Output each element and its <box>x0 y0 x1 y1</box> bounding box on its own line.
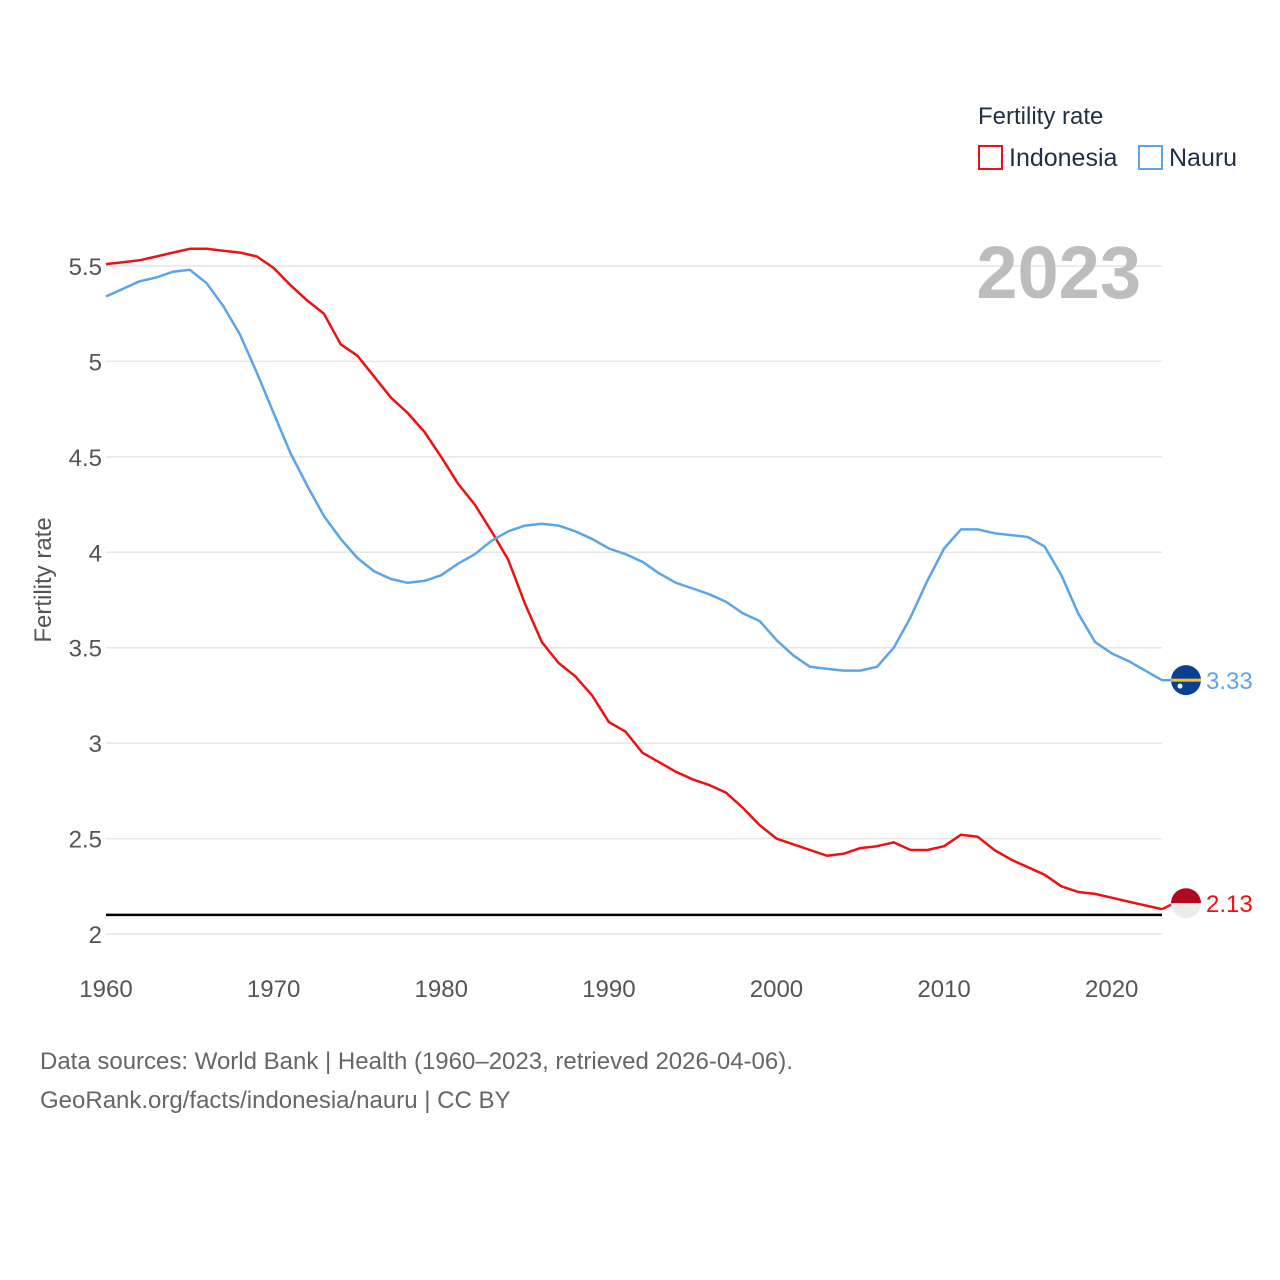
y-tick-label: 5.5 <box>69 254 102 281</box>
series-line-nauru[interactable] <box>105 268 1163 682</box>
y-tick-label: 3 <box>89 731 102 758</box>
end-value-label-nauru: 3.33 <box>1206 668 1253 695</box>
x-tick-label: 2010 <box>917 976 970 1003</box>
x-tick-label: 1990 <box>582 976 635 1003</box>
y-tick-label: 3.5 <box>69 636 102 663</box>
y-tick-label: 5 <box>89 349 102 376</box>
end-markers: 2.13 3.33 <box>1161 665 1253 919</box>
x-tick-label: 1970 <box>247 976 300 1003</box>
legend-label-indonesia[interactable]: Indonesia <box>1009 144 1118 172</box>
source-link[interactable]: GeoRank.org/facts/indonesia/nauru | CC B… <box>40 1087 511 1114</box>
y-tick-label: 2 <box>89 922 102 949</box>
x-tick-label: 1980 <box>415 976 468 1003</box>
x-tick-label: 2020 <box>1085 976 1138 1003</box>
y-tick-label: 4.5 <box>69 445 102 472</box>
x-tick-label: 2000 <box>750 976 803 1003</box>
line-chart: 2 2.5 3 3.5 4 4.5 5 5.5 1960 1970 1980 1990 2000 201… <box>30 103 1253 1003</box>
legend-title: Fertility rate <box>978 103 1103 130</box>
data-source-note: Data sources: World Bank | Health (1960–… <box>40 1048 793 1075</box>
grid-lines <box>106 265 1162 935</box>
legend-swatch-nauru[interactable] <box>1138 145 1163 170</box>
end-value-label-indonesia: 2.13 <box>1206 891 1253 918</box>
legend-swatch-indonesia[interactable] <box>978 145 1003 170</box>
legend-label-nauru[interactable]: Nauru <box>1169 144 1237 172</box>
y-axis-title: Fertility rate <box>30 517 57 642</box>
nauru-flag-icon <box>1171 665 1201 696</box>
legend: Fertility rate Indonesia Nauru <box>978 103 1237 172</box>
y-tick-label: 2.5 <box>69 827 102 854</box>
x-axis-ticks: 1960 1970 1980 1990 2000 2010 2020 <box>79 976 1138 1003</box>
footer: Data sources: World Bank | Health (1960–… <box>40 1042 793 1120</box>
y-tick-label: 4 <box>89 540 102 567</box>
series-line-indonesia[interactable] <box>105 247 1163 911</box>
year-label: 2023 <box>976 231 1141 314</box>
indonesia-flag-icon <box>1171 888 1201 919</box>
x-tick-label: 1960 <box>79 976 132 1003</box>
y-axis-ticks: 2 2.5 3 3.5 4 4.5 5 5.5 <box>69 254 102 949</box>
series-lines <box>105 247 1163 911</box>
